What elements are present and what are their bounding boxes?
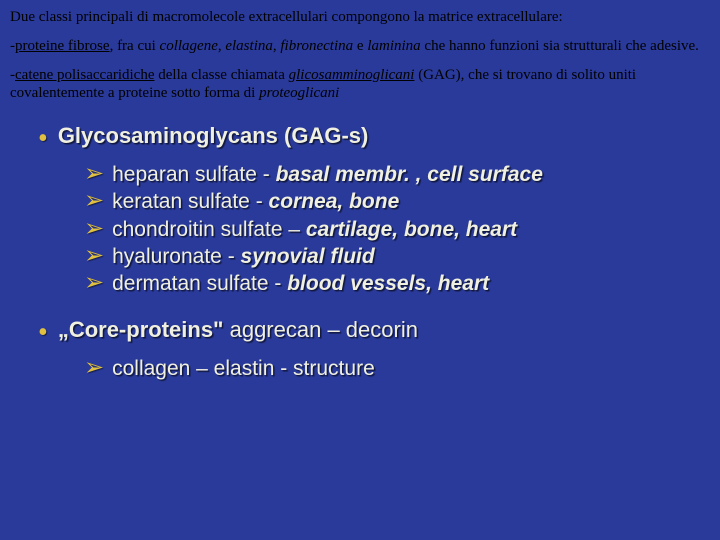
arrow-icon: ➢ (84, 216, 104, 242)
list-item: ➢ dermatan sulfate - blood vessels, hear… (84, 270, 710, 297)
intro-para-2: -catene polisaccaridiche della classe ch… (10, 66, 710, 104)
heading-text: „Core-proteins" aggrecan – decorin (58, 317, 418, 343)
section-2-items: ➢ collagen – elastin - structure (38, 349, 710, 392)
txt: glicosamminoglicani (289, 67, 415, 83)
txt: e (353, 38, 367, 54)
section-1-heading: • Glycosaminoglycans (GAG-s) (38, 123, 710, 149)
item-text: chondroitin sulfate – cartilage, bone, h… (112, 216, 517, 243)
heading-text: Glycosaminoglycans (GAG-s) (58, 123, 369, 149)
item-loc: cartilage, bone, heart (306, 218, 517, 241)
item-name: hyaluronate (112, 245, 222, 268)
txt: aggrecan – decorin (223, 317, 417, 342)
txt: „Core-proteins" (58, 317, 224, 342)
txt: catene polisaccaridiche (15, 67, 155, 83)
item-name: dermatan sulfate (112, 272, 268, 295)
item-loc: cornea, bone (269, 190, 400, 213)
arrow-icon: ➢ (84, 161, 104, 187)
section-1-items: ➢ heparan sulfate - basal membr. , cell … (38, 155, 710, 307)
item-name: chondroitin sulfate (112, 218, 282, 241)
sep: - (222, 245, 241, 268)
item-loc: basal membr. , cell surface (276, 163, 543, 186)
item-text: keratan sulfate - cornea, bone (112, 188, 399, 215)
txt: proteine fibrose (15, 38, 110, 54)
item-text: heparan sulfate - basal membr. , cell su… (112, 161, 543, 188)
txt: laminina (367, 38, 420, 54)
content-block: • Glycosaminoglycans (GAG-s) ➢ heparan s… (0, 119, 720, 393)
txt: elastina (225, 38, 273, 54)
list-item: ➢ hyaluronate - synovial fluid (84, 243, 710, 270)
arrow-icon: ➢ (84, 188, 104, 214)
arrow-icon: ➢ (84, 270, 104, 296)
item-name: heparan sulfate (112, 163, 257, 186)
list-item: ➢ keratan sulfate - cornea, bone (84, 188, 710, 215)
sep: – (283, 218, 306, 241)
intro-block: Due classi principali di macromolecole e… (0, 0, 720, 119)
item-loc: synovial fluid (241, 245, 375, 268)
list-item: ➢ heparan sulfate - basal membr. , cell … (84, 161, 710, 188)
txt: della classe chiamata (155, 67, 289, 83)
bullet-dot-icon: • (38, 323, 48, 343)
item-name: keratan sulfate (112, 190, 250, 213)
txt: fibronectina (280, 38, 353, 54)
item-text: collagen – elastin - structure (112, 355, 375, 382)
arrow-icon: ➢ (84, 243, 104, 269)
item-text: hyaluronate - synovial fluid (112, 243, 375, 270)
sep: - (269, 272, 288, 295)
bullet-dot-icon: • (38, 129, 48, 149)
txt: che hanno funzioni sia strutturali che a… (421, 38, 699, 54)
list-item: ➢ collagen – elastin - structure (84, 355, 710, 382)
sep: - (257, 163, 276, 186)
item-text: dermatan sulfate - blood vessels, heart (112, 270, 489, 297)
txt: proteoglicani (259, 85, 339, 101)
list-item: ➢ chondroitin sulfate – cartilage, bone,… (84, 216, 710, 243)
txt: , fra cui (110, 38, 160, 54)
arrow-icon: ➢ (84, 355, 104, 381)
txt: collagene (160, 38, 218, 54)
intro-title: Due classi principali di macromolecole e… (10, 8, 710, 27)
item-loc: blood vessels, heart (287, 272, 489, 295)
section-2-heading: • „Core-proteins" aggrecan – decorin (38, 317, 710, 343)
intro-para-1: -proteine fibrose, fra cui collagene, el… (10, 37, 710, 56)
sep: - (250, 190, 269, 213)
